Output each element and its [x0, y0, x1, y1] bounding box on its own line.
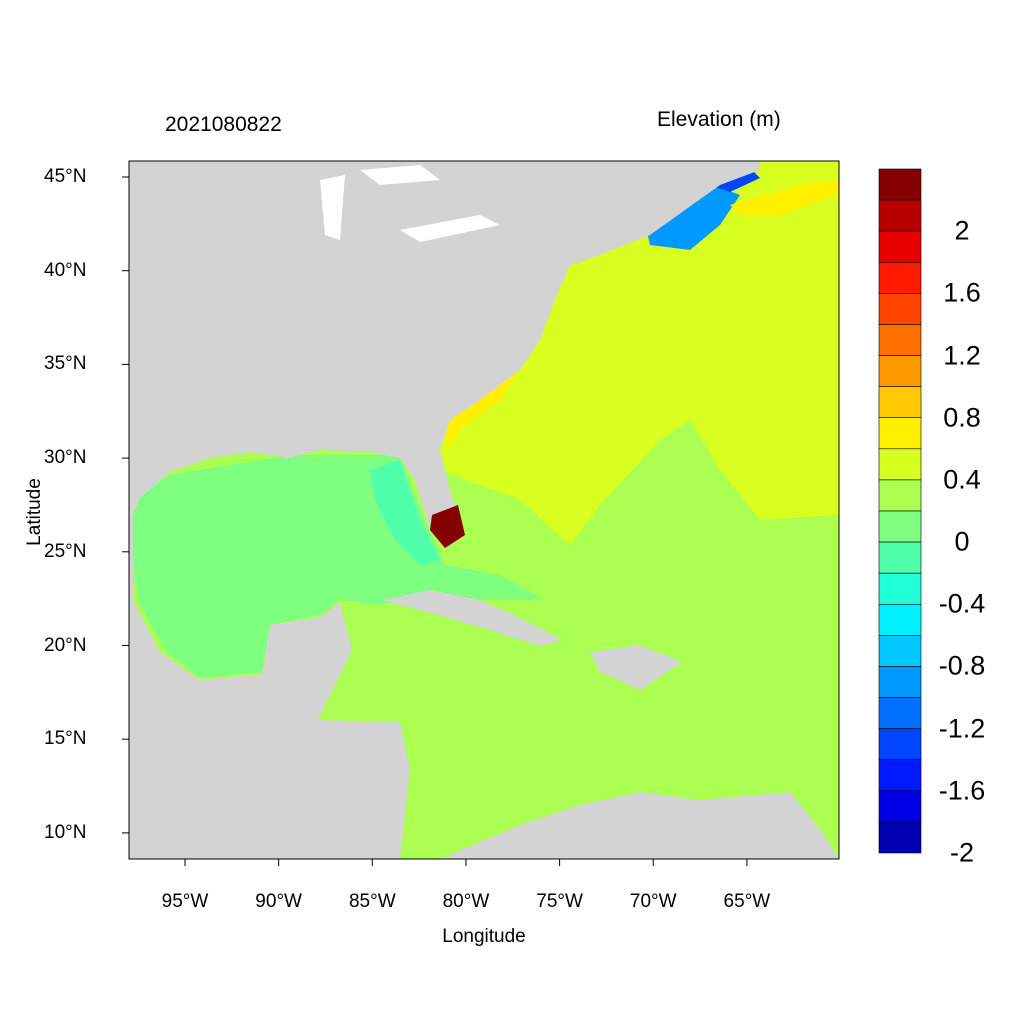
- colorbar-swatch: [878, 728, 922, 761]
- y-tick-label: 40°N: [44, 259, 87, 281]
- colorbar-swatch: [878, 510, 922, 543]
- x-tick-label: 80°W: [442, 891, 490, 912]
- x-tick-label: 65°W: [723, 891, 771, 912]
- colorbar-swatch: [878, 355, 922, 387]
- hispaniola-land: [590, 645, 682, 690]
- colorbar-title: Elevation (m): [657, 108, 781, 131]
- y-tick-label: 30°N: [44, 447, 87, 469]
- x-tick-label: 90°W: [255, 891, 302, 912]
- colorbar-swatch: [878, 417, 922, 450]
- y-tick-label: 35°N: [44, 353, 87, 375]
- colorbar-swatch: [878, 230, 922, 263]
- y-tick-label: 45°N: [44, 166, 87, 187]
- colorbar-label: 0.8: [943, 402, 981, 433]
- colorbar-swatch: [878, 697, 922, 729]
- x-tick-label: 75°W: [536, 891, 583, 912]
- y-tick-label: 25°N: [44, 540, 87, 562]
- colorbar-label: 1.2: [943, 340, 981, 371]
- date-label: 2021080822: [165, 113, 282, 136]
- colorbar-swatch: [878, 635, 922, 667]
- plot-frame: [128, 160, 840, 860]
- x-tick-label: 95°W: [161, 891, 209, 912]
- colorbar-swatch: [878, 324, 922, 356]
- colorbar-label: -1.2: [938, 713, 986, 744]
- colorbar: [878, 168, 922, 854]
- south-florida-high-water: [430, 505, 465, 548]
- colorbar-swatch: [878, 572, 922, 605]
- colorbar-label: 1.6: [943, 277, 981, 308]
- y-axis-label: Latitude: [24, 478, 45, 546]
- colorbar-swatch: [878, 603, 922, 636]
- colorbar-label: -2: [949, 837, 975, 868]
- northeast-shelf-water: [730, 180, 839, 215]
- colorbar-label: -0.8: [938, 650, 986, 681]
- x-tick-label: 85°W: [348, 891, 396, 912]
- colorbar-swatch: [878, 821, 922, 854]
- colorbar-label: 0.4: [943, 464, 981, 495]
- y-tick-label: 15°N: [44, 728, 87, 750]
- map-plot-area: [129, 161, 839, 859]
- colorbar-swatch: [878, 386, 922, 419]
- colorbar-label: -0.4: [938, 588, 986, 619]
- x-tick-label: 70°W: [629, 891, 677, 912]
- y-tick-label: 20°N: [44, 634, 87, 656]
- atlantic-water: [440, 161, 839, 545]
- land: [129, 161, 760, 859]
- colorbar-swatch: [878, 199, 922, 232]
- florida-shelf-water: [370, 460, 440, 565]
- great-lakes-water: [320, 165, 500, 242]
- colorbar-swatch: [878, 261, 922, 294]
- axis-ticks: [122, 176, 748, 866]
- colorbar-swatch: [878, 790, 922, 823]
- colorbar-label: 2: [954, 215, 970, 246]
- colorbar-swatch: [878, 541, 922, 574]
- colorbar-label: 0: [954, 526, 970, 557]
- colorbar-swatch: [878, 293, 922, 325]
- south-america-land: [440, 792, 839, 859]
- colorbar-swatch: [878, 666, 922, 698]
- colorbar-swatch: [878, 168, 922, 201]
- southeast-shelf-water: [445, 370, 520, 450]
- colorbar-swatch: [878, 759, 922, 792]
- colorbar-label: -1.6: [938, 775, 986, 806]
- colorbar-swatch: [878, 448, 922, 481]
- colorbar-swatch: [878, 479, 922, 512]
- x-axis-label: Longitude: [442, 926, 526, 947]
- gulf-of-mexico-water: [133, 455, 545, 678]
- cuba-land: [382, 590, 562, 646]
- y-tick-label: 10°N: [44, 821, 87, 843]
